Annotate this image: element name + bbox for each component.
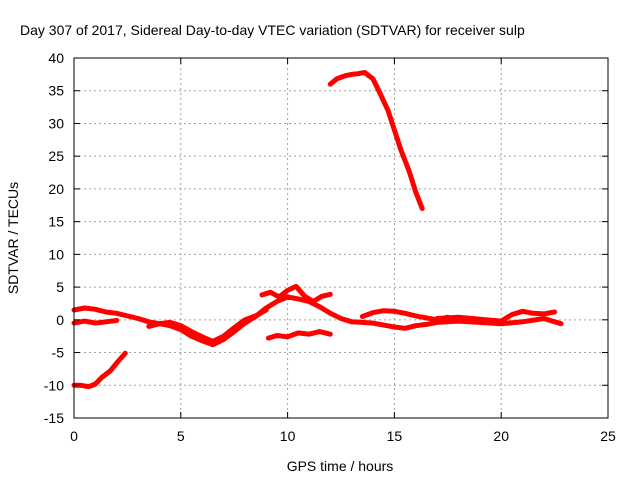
y-tick-label: 40 bbox=[48, 50, 64, 66]
y-tick-label: 20 bbox=[48, 181, 64, 197]
y-tick-label: -5 bbox=[52, 345, 65, 361]
y-tick-label: 5 bbox=[56, 279, 64, 295]
plot-area-frame bbox=[73, 57, 609, 419]
y-tick-label: 0 bbox=[56, 312, 64, 328]
y-tick-label: 15 bbox=[48, 214, 64, 230]
y-tick-label: 35 bbox=[48, 83, 64, 99]
x-axis-label: GPS time / hours bbox=[287, 458, 394, 474]
series-group bbox=[71, 69, 564, 390]
chart-title: Day 307 of 2017, Sidereal Day-to-day VTE… bbox=[20, 22, 525, 38]
x-tick-label: 15 bbox=[387, 428, 403, 444]
series-line-track-7 bbox=[327, 69, 425, 211]
series-line-track-2 bbox=[71, 294, 564, 348]
series-line-track-8 bbox=[359, 308, 451, 323]
ticks bbox=[73, 57, 609, 419]
x-tick-label: 25 bbox=[600, 428, 616, 444]
series-line-track-9 bbox=[434, 308, 558, 324]
x-tick-label: 5 bbox=[177, 428, 185, 444]
series-line-track-5 bbox=[259, 283, 333, 304]
y-axis-label: SDTVAR / TECUs bbox=[5, 182, 21, 294]
y-tick-label: -10 bbox=[44, 377, 64, 393]
x-tick-label: 0 bbox=[70, 428, 78, 444]
x-tick-label: 10 bbox=[280, 428, 296, 444]
series-line-track-6 bbox=[265, 329, 333, 341]
tick-labels: 0 5 10 15 20 25 -15 -10 -5 0 5 10 15 20 25 30 35 40 bbox=[44, 50, 616, 444]
grid bbox=[74, 58, 608, 418]
y-tick-label: 10 bbox=[48, 246, 64, 262]
y-tick-label: 25 bbox=[48, 148, 64, 164]
series-line-track-3 bbox=[71, 318, 120, 326]
x-tick-label: 20 bbox=[493, 428, 509, 444]
series-line-track-4 bbox=[146, 307, 269, 344]
y-tick-label: 30 bbox=[48, 115, 64, 131]
y-tick-label: -15 bbox=[44, 410, 64, 426]
series-line-track-1 bbox=[71, 350, 128, 390]
